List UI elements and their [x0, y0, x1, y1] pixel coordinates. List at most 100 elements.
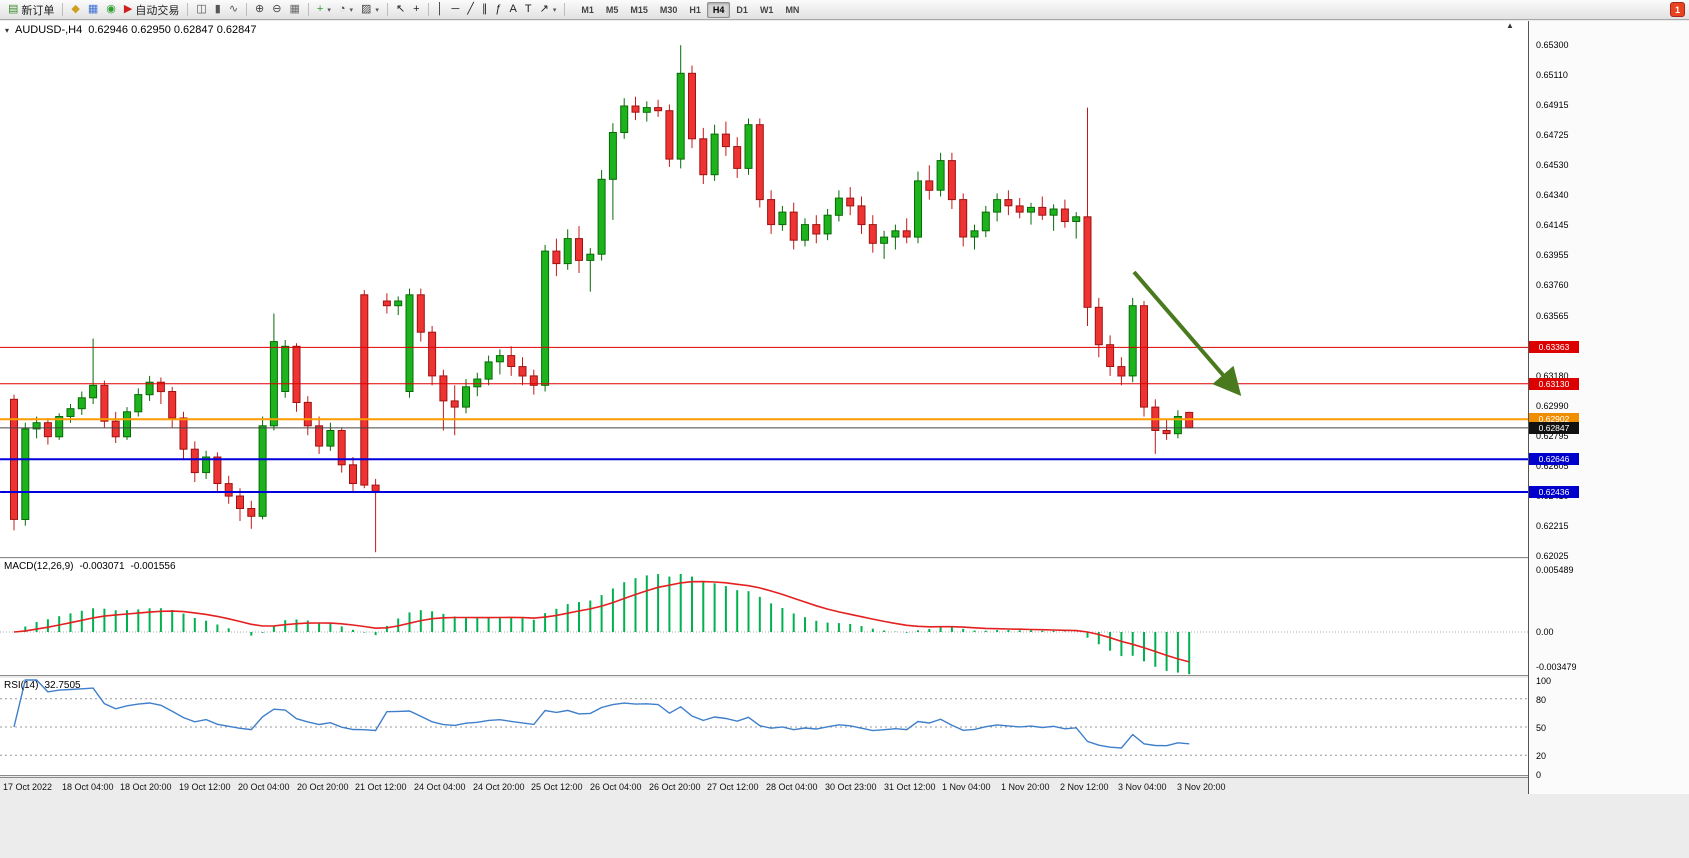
- periods-button[interactable]: ◔ ▾: [335, 2, 357, 17]
- new-order-button[interactable]: ▤ 新订单: [4, 0, 58, 20]
- profiles-icon: ◉: [106, 3, 116, 15]
- price-label: 0.62990: [1536, 401, 1569, 411]
- zoom-out-button[interactable]: ⊖: [268, 2, 285, 17]
- price-label: 0.62025: [1536, 551, 1569, 561]
- zoom-out-icon: ⊖: [272, 3, 282, 15]
- fibonacci-button[interactable]: ƒ: [491, 2, 505, 17]
- rsi-axis-label: 0: [1536, 770, 1542, 780]
- price-label: 0.64915: [1536, 100, 1569, 110]
- channel-button[interactable]: ∥: [478, 2, 492, 17]
- charts-menu-button[interactable]: ◆: [67, 2, 83, 17]
- rsi-value: 32.7505: [44, 680, 81, 691]
- candlestick-chart-button[interactable]: ▮: [211, 2, 225, 17]
- charts-menu-icon: ◆: [71, 3, 80, 15]
- time-label: 1 Nov 04:00: [942, 782, 991, 792]
- channel-icon: ∥: [481, 3, 488, 15]
- support-line-2-badge: 0.62436: [1529, 486, 1579, 498]
- timeframe-bar: M1 M5 M15 M30 H1 H4 D1 W1 MN: [575, 1, 805, 18]
- timeframe-h4-button[interactable]: H4: [706, 1, 731, 18]
- macd-pane[interactable]: MACD(12,26,9) -0.003071 -0.001556: [0, 559, 1528, 676]
- price-label: 0.62795: [1536, 431, 1569, 441]
- price-label: 0.63565: [1536, 311, 1569, 321]
- vertical-line-button[interactable]: │: [433, 2, 448, 17]
- cursor-icon: ↖: [395, 3, 406, 15]
- chart-shift-marker-icon[interactable]: ▲: [1506, 21, 1514, 30]
- price-label: 0.64145: [1536, 220, 1569, 230]
- dropdown-arrow-icon: ▾: [375, 6, 379, 14]
- toolbar: ▤ 新订单 ◆ ▦ ◉ ▶ 自动交易 ◫ ▮ ∿ ⊕ ⊖ ▦ + ▾ ◔ ▾ ▨ ▾ ↖ + │ ─ ╱ ∥ ƒ A T ↗ ▾ M1 M5…: [0, 0, 1689, 20]
- zoom-in-icon: ⊕: [255, 3, 265, 15]
- profiles-button[interactable]: ◉: [102, 2, 120, 17]
- timeframe-w1-button[interactable]: W1: [759, 4, 774, 15]
- macd-label: MACD(12,26,9): [4, 561, 74, 572]
- time-label: 3 Nov 04:00: [1118, 782, 1167, 792]
- time-label: 19 Oct 12:00: [179, 782, 231, 792]
- time-label: 21 Oct 12:00: [355, 782, 407, 792]
- rsi-canvas[interactable]: [0, 678, 1528, 776]
- toolbar-separator: [427, 3, 429, 16]
- time-label: 18 Oct 04:00: [62, 782, 114, 792]
- price-pane[interactable]: ▾ AUDUSD-,H4 0.62946 0.62950 0.62847 0.6…: [0, 21, 1528, 558]
- time-label: 1 Nov 20:00: [1001, 782, 1050, 792]
- horizontal-line-button[interactable]: ─: [447, 2, 463, 17]
- macd-signal-value: -0.001556: [130, 561, 176, 572]
- time-label: 31 Oct 12:00: [884, 782, 936, 792]
- notification-badge[interactable]: 1: [1670, 2, 1685, 17]
- timeframe-m30-button[interactable]: M30: [659, 4, 678, 15]
- time-label: 28 Oct 04:00: [766, 782, 818, 792]
- symbol-dropdown-icon[interactable]: ▾: [5, 25, 10, 35]
- autotrading-icon: ▶: [123, 3, 133, 15]
- line-chart-button[interactable]: ∿: [225, 2, 242, 17]
- timeframe-h1-button[interactable]: H1: [689, 4, 701, 15]
- indicators-button[interactable]: + ▾: [313, 2, 335, 17]
- symbol-label: AUDUSD-,H4: [15, 24, 83, 36]
- new-chart-button[interactable]: ▦: [84, 2, 102, 17]
- macd-label-row: MACD(12,26,9) -0.003071 -0.001556: [4, 561, 176, 572]
- templates-icon: ▨: [361, 3, 372, 15]
- dropdown-arrow-icon: ▾: [349, 6, 354, 14]
- new-order-button-label: 新订单: [21, 4, 55, 17]
- time-axis[interactable]: 17 Oct 2022 18 Oct 04:00 18 Oct 20:00 19 Oc…: [0, 777, 1528, 794]
- price-label: 0.64530: [1536, 160, 1569, 170]
- macd-canvas[interactable]: [0, 559, 1528, 676]
- time-label: 17 Oct 2022: [3, 782, 53, 792]
- templates-button[interactable]: ▨ ▾: [357, 2, 383, 17]
- arrows-button[interactable]: ↗ ▾: [536, 2, 561, 17]
- timeframe-m15-button[interactable]: M15: [630, 4, 648, 15]
- time-label: 24 Oct 20:00: [473, 782, 525, 792]
- timeframe-d1-button[interactable]: D1: [736, 4, 748, 15]
- toolbar-items: ▤ 新订单 ◆ ▦ ◉ ▶ 自动交易 ◫ ▮ ∿ ⊕ ⊖ ▦ + ▾ ◔ ▾ ▨ ▾ ↖ + │ ─ ╱ ∥ ƒ A T ↗ ▾: [4, 0, 569, 20]
- price-label: 0.63955: [1536, 250, 1569, 260]
- time-label: 27 Oct 12:00: [707, 782, 759, 792]
- text-button[interactable]: A: [506, 2, 521, 17]
- price-label: 0.65300: [1536, 40, 1569, 50]
- timeframe-mn-button[interactable]: MN: [785, 4, 800, 15]
- price-label: 0.65110: [1536, 70, 1568, 80]
- timeframe-m5-button[interactable]: M5: [605, 4, 619, 15]
- trendline-button[interactable]: ╱: [463, 2, 478, 17]
- rsi-pane[interactable]: RSI(14) 32.7505: [0, 678, 1528, 776]
- time-label: 26 Oct 04:00: [590, 782, 642, 792]
- label-button[interactable]: T: [521, 2, 536, 17]
- crosshair-button[interactable]: +: [409, 2, 423, 17]
- rsi-label: RSI(14): [4, 680, 39, 691]
- cursor-button[interactable]: ↖: [392, 2, 409, 17]
- trendline-icon: ╱: [467, 3, 474, 15]
- price-chart-canvas[interactable]: [0, 21, 1528, 558]
- toolbar-separator: [62, 3, 64, 16]
- price-label: 0.64725: [1536, 130, 1569, 140]
- price-axis[interactable]: 0.65300 0.65110 0.64915 0.64725 0.64530 0.643…: [1528, 21, 1689, 794]
- time-label: 3 Nov 20:00: [1177, 782, 1226, 792]
- resistance-line-1-badge: 0.63363: [1529, 341, 1579, 353]
- zoom-in-button[interactable]: ⊕: [251, 2, 268, 17]
- dropdown-arrow-icon: ▾: [552, 6, 557, 14]
- fibonacci-icon: ƒ: [495, 3, 502, 15]
- label-icon: T: [524, 3, 532, 15]
- timeframe-m1-button[interactable]: M1: [581, 4, 594, 15]
- trend-arrow-annotation[interactable]: [1132, 270, 1242, 397]
- bottom-filler: [0, 794, 1689, 858]
- autotrading-button[interactable]: ▶ 自动交易: [120, 0, 183, 20]
- toolbar-separator: [307, 3, 309, 16]
- bar-chart-button[interactable]: ◫: [192, 2, 210, 17]
- tile-windows-button[interactable]: ▦: [285, 2, 303, 17]
